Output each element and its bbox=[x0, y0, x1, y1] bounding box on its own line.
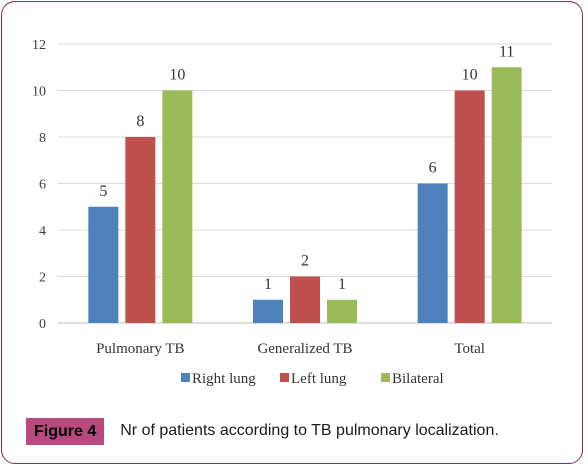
data-label: 2 bbox=[301, 253, 309, 270]
legend-label: Bilateral bbox=[392, 371, 444, 387]
x-tick-label: Total bbox=[454, 341, 485, 357]
y-tick-label: 8 bbox=[39, 131, 46, 146]
bars bbox=[88, 67, 522, 323]
x-tick-label: Pulmonary TB bbox=[96, 341, 184, 357]
data-label: 1 bbox=[264, 276, 272, 293]
bar bbox=[125, 137, 156, 323]
data-label: 5 bbox=[99, 183, 107, 200]
bar bbox=[417, 183, 448, 323]
figure-label: Figure 4 bbox=[26, 417, 105, 445]
data-label: 8 bbox=[136, 113, 144, 130]
y-tick-label: 12 bbox=[32, 38, 46, 53]
bar bbox=[454, 90, 485, 323]
x-tick-label: Generalized TB bbox=[257, 341, 352, 357]
data-label: 10 bbox=[462, 67, 478, 84]
bar bbox=[327, 299, 357, 323]
y-tick-label: 10 bbox=[32, 85, 46, 100]
data-label: 11 bbox=[499, 43, 514, 60]
y-tick-label: 2 bbox=[39, 271, 46, 286]
data-label: 1 bbox=[338, 276, 346, 293]
bar bbox=[162, 90, 193, 323]
data-label: 6 bbox=[429, 160, 437, 177]
y-tick-label: 6 bbox=[39, 178, 46, 193]
bar bbox=[88, 206, 119, 323]
y-tick-label: 0 bbox=[39, 317, 46, 332]
figure-caption: Figure 4 Nr of patients according to TB … bbox=[26, 417, 499, 445]
legend-label: Left lung bbox=[291, 371, 347, 387]
y-axis-ticks: 0 2 4 6 8 10 12 bbox=[32, 38, 46, 332]
y-tick-label: 4 bbox=[39, 224, 46, 239]
bar bbox=[491, 67, 522, 323]
legend-swatch bbox=[381, 373, 390, 382]
x-axis-ticks: Pulmonary TB Generalized TB Total bbox=[96, 341, 485, 357]
bar bbox=[253, 299, 283, 323]
data-label: 10 bbox=[169, 67, 185, 84]
bar bbox=[290, 276, 320, 323]
caption-text: Nr of patients according to TB pulmonary… bbox=[120, 422, 499, 439]
legend: Right lung Left lung Bilateral bbox=[181, 371, 444, 387]
legend-swatch bbox=[280, 373, 289, 382]
legend-swatch bbox=[181, 373, 190, 382]
legend-label: Right lung bbox=[192, 371, 256, 387]
